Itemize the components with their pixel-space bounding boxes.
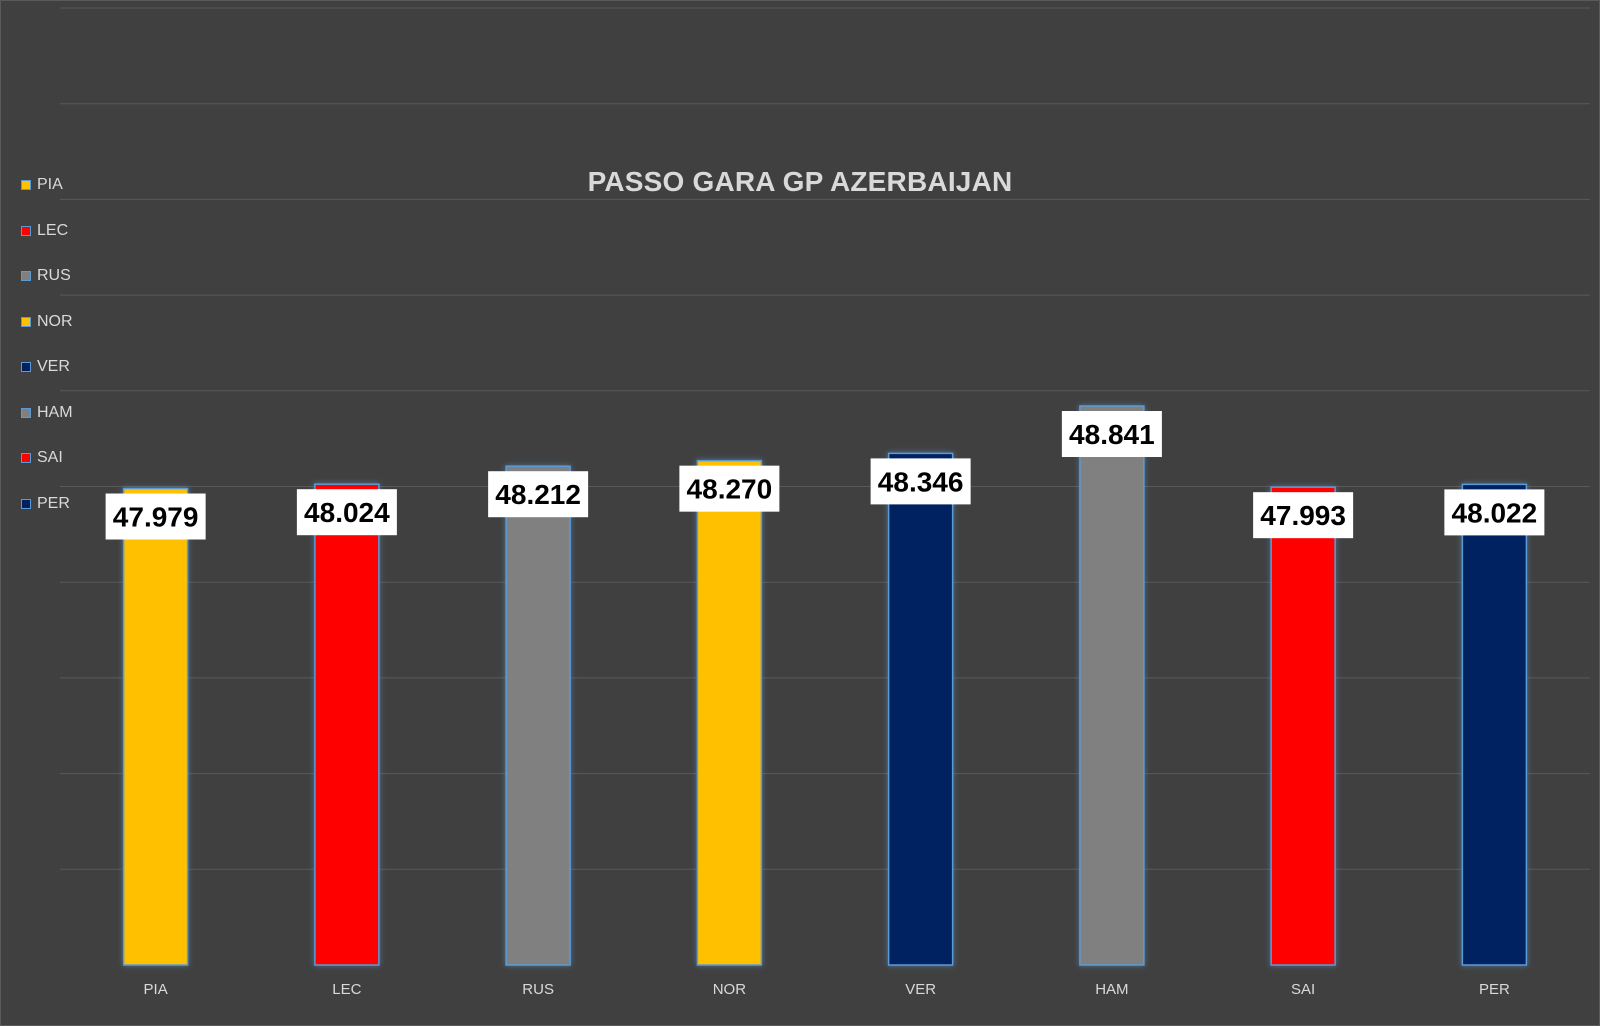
legend-item: LEC [21,222,73,268]
legend-swatch [21,225,31,236]
bar [696,459,763,966]
data-label-box [296,489,397,536]
data-label-box [870,458,971,505]
legend-swatch [21,362,31,372]
legend-item: PER [21,495,73,541]
legend-label: HAM [37,403,73,421]
x-tick-label: RUS [522,981,554,998]
data-label: 48.022 [1452,497,1538,528]
legend-item: VER [21,358,73,404]
data-label: 47.993 [1260,500,1346,531]
legend-label: VER [37,358,70,375]
x-tick-label: PIA [144,981,168,998]
data-label: 48.270 [687,474,773,505]
bar [122,487,189,966]
data-label-box [1253,492,1354,539]
data-label: 48.841 [1069,419,1155,450]
x-tick-label: VER [905,981,936,998]
x-tick-label: SAI [1291,981,1315,998]
legend-label: PIA [37,176,63,193]
legend-item: PIA [21,176,73,222]
x-tick-label: NOR [713,981,747,998]
legend-label: SAI [37,449,63,466]
legend-item: SAI [21,449,73,495]
data-label-box [1444,489,1545,536]
data-label: 48.346 [878,466,964,497]
data-label: 48.212 [495,479,581,510]
x-tick-label: PER [1479,981,1510,998]
data-label: 47.979 [113,502,199,533]
legend-label: LEC [37,221,69,239]
data-label-box [679,465,780,512]
legend-item: HAM [21,404,73,450]
legend-item: RUS [21,267,73,313]
legend-item: NOR [21,313,73,359]
data-label: 48.024 [304,497,390,528]
bar [1270,486,1336,966]
bar [314,483,380,966]
bar [1461,483,1528,966]
legend-label: PER [37,494,70,512]
data-label-box [488,471,589,518]
legend-label: NOR [37,312,73,330]
x-tick-label: LEC [332,981,361,998]
legend-label: RUS [37,267,71,284]
bar [505,465,571,966]
bar [887,452,954,966]
legend-swatch [21,180,31,190]
legend-swatch [21,453,31,463]
legend-swatch [21,498,31,509]
chart-title: PASSO GARA GP AZERBAIJAN [587,166,1013,197]
legend-swatch [21,407,31,418]
bar [1079,405,1145,966]
legend: PIA LEC RUS NOR VER HAM SAI PER [21,176,73,540]
legend-swatch [21,271,31,281]
data-label-box [1061,411,1162,458]
legend-swatch [21,316,31,327]
x-tick-label: HAM [1095,981,1128,998]
data-label-box [105,493,206,540]
